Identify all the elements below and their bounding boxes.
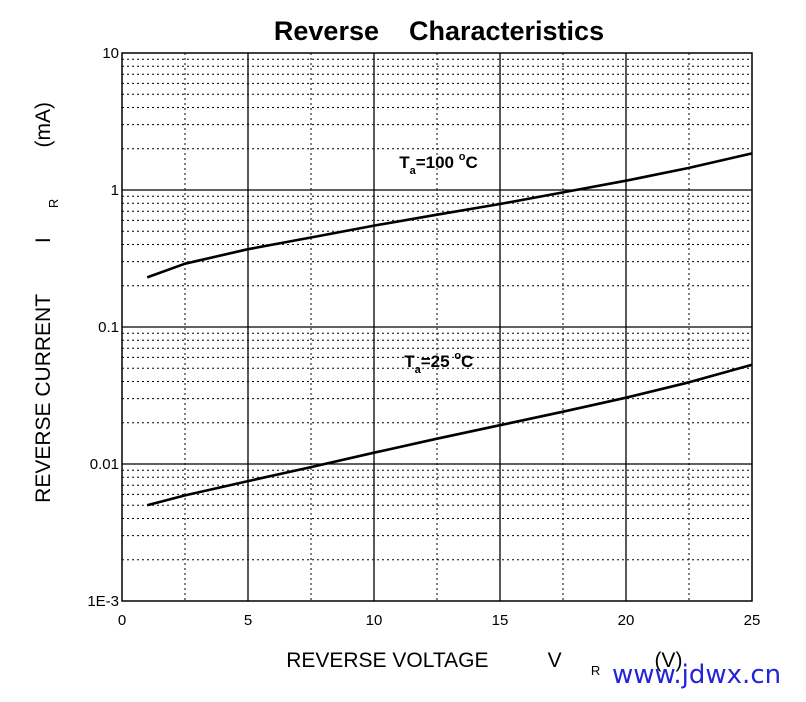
series-label-1: Ta=25 oC [404, 350, 473, 376]
watermark-text: www.jdwx.cn [612, 660, 782, 690]
x-axis-unit: (V) [654, 649, 682, 672]
y-tick-label: 0.01 [90, 456, 119, 473]
x-tick-label: 0 [118, 612, 126, 629]
y-tick-labels: 1E-3 0.01 0.1 1 10 [87, 45, 119, 610]
y-axis-symbol-sub: R [46, 199, 61, 208]
chart-title: Reverse Characteristics [274, 16, 604, 46]
y-axis-label-text: REVERSE CURRENT [32, 294, 55, 503]
x-tick-label: 10 [366, 612, 383, 629]
x-tick-label: 25 [744, 612, 761, 629]
minor-grid [122, 53, 752, 601]
major-grid [122, 53, 752, 601]
x-tick-labels: 0 5 10 15 20 25 [118, 612, 761, 629]
x-tick-label: 15 [492, 612, 509, 629]
x-tick-label: 20 [618, 612, 635, 629]
series-labels: Ta=100 oC Ta=25 oC [399, 151, 478, 376]
x-tick-label: 5 [244, 612, 252, 629]
y-tick-label: 1E-3 [87, 593, 119, 610]
x-axis-symbol-sub: R [591, 663, 600, 678]
y-axis-symbol: I [32, 237, 55, 243]
plot-frame [121, 52, 753, 602]
x-axis-label: REVERSE VOLTAGE V R (V) [257, 649, 700, 680]
series-line-1 [146, 363, 753, 507]
series-lines [146, 152, 753, 507]
y-axis-unit: (mA) [32, 102, 55, 148]
y-axis-label: REVERSE CURRENT I R (mA) [32, 85, 63, 532]
series-label-0: Ta=100 oC [399, 151, 478, 177]
x-axis-label-text: REVERSE VOLTAGE [286, 649, 488, 672]
series-line-0 [146, 152, 753, 279]
y-tick-label: 0.1 [98, 319, 119, 336]
x-axis-symbol: V [548, 649, 562, 672]
y-tick-label: 1 [111, 182, 119, 199]
y-tick-label: 10 [102, 45, 119, 62]
